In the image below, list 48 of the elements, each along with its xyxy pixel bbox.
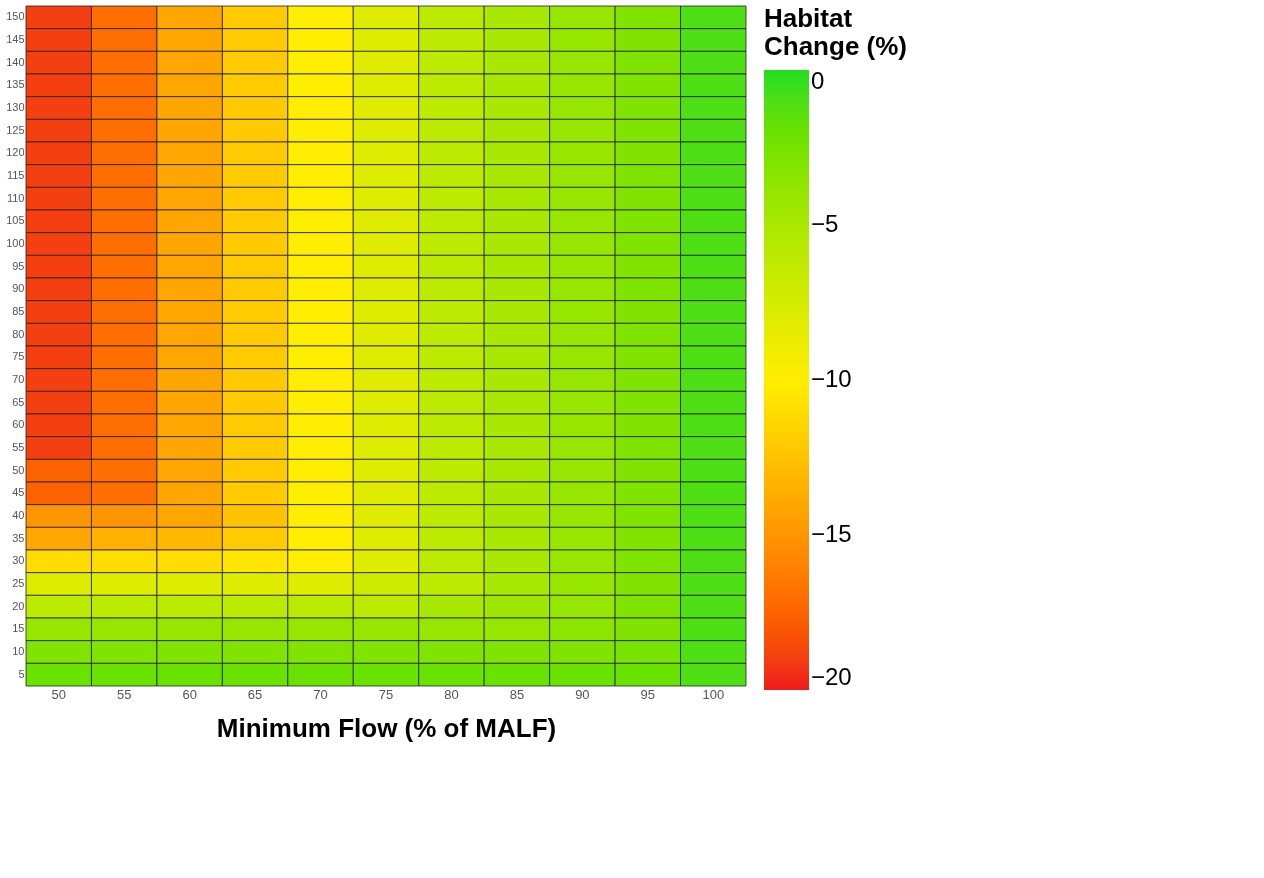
y-tick-label: 120 (6, 146, 25, 159)
y-tick-label: 95 (12, 259, 25, 272)
y-tick-label: 15 (12, 622, 25, 635)
y-tick-label: 135 (6, 78, 25, 91)
y-tick-label: 5 (18, 667, 25, 680)
color-bar-label: −15 (811, 520, 852, 547)
y-tick-label: 75 (12, 350, 25, 363)
x-tick-label: 90 (575, 686, 590, 702)
x-tick-label: 50 (51, 686, 66, 702)
y-tick-label: 85 (12, 305, 25, 317)
x-tick-label: 95 (640, 686, 656, 702)
x-tick-label: 80 (444, 686, 459, 702)
y-tick-label: 110 (6, 191, 25, 204)
color-bar-label: −20 (811, 663, 852, 690)
color-bar-title: Habitat Change (%) (764, 3, 907, 61)
y-tick-label: 40 (12, 509, 25, 521)
y-tick-label: 140 (6, 55, 25, 68)
y-tick-label: 70 (12, 373, 25, 385)
y-tick-label: 90 (12, 282, 25, 295)
color-bar-label: 0 (811, 67, 825, 94)
x-tick-label: 85 (509, 686, 525, 702)
y-tick-label: 10 (12, 645, 25, 657)
color-bar-label: −5 (811, 210, 839, 237)
y-tick-label: 100 (6, 237, 25, 249)
y-tick-label: 105 (6, 214, 25, 227)
x-tick-label: 70 (313, 686, 328, 702)
color-bar-label: −10 (811, 365, 852, 392)
x-axis-title: Minimum Flow (% of MALF) (216, 712, 557, 743)
y-tick-label: 20 (12, 599, 25, 612)
y-tick-label: 30 (12, 554, 25, 567)
x-tick-label: 65 (247, 686, 263, 702)
y-tick-label: 115 (6, 169, 25, 181)
y-tick-label: 65 (12, 395, 25, 408)
y-tick-label: 80 (12, 327, 25, 340)
x-tick-label: 100 (702, 686, 725, 702)
x-tick-label: 55 (116, 686, 132, 702)
x-tick-label: 60 (182, 686, 197, 702)
y-tick-label: 60 (12, 418, 25, 431)
y-tick-label: 35 (12, 531, 25, 544)
y-tick-label: 125 (6, 123, 25, 136)
y-tick-label: 45 (12, 486, 25, 499)
x-tick-label: 75 (378, 686, 394, 702)
y-tick-label: 130 (6, 101, 25, 113)
y-tick-label: 55 (12, 441, 25, 453)
y-tick-label: 150 (6, 10, 25, 23)
y-tick-label: 50 (12, 463, 25, 476)
y-tick-label: 25 (12, 577, 25, 589)
y-tick-label: 145 (6, 33, 25, 45)
